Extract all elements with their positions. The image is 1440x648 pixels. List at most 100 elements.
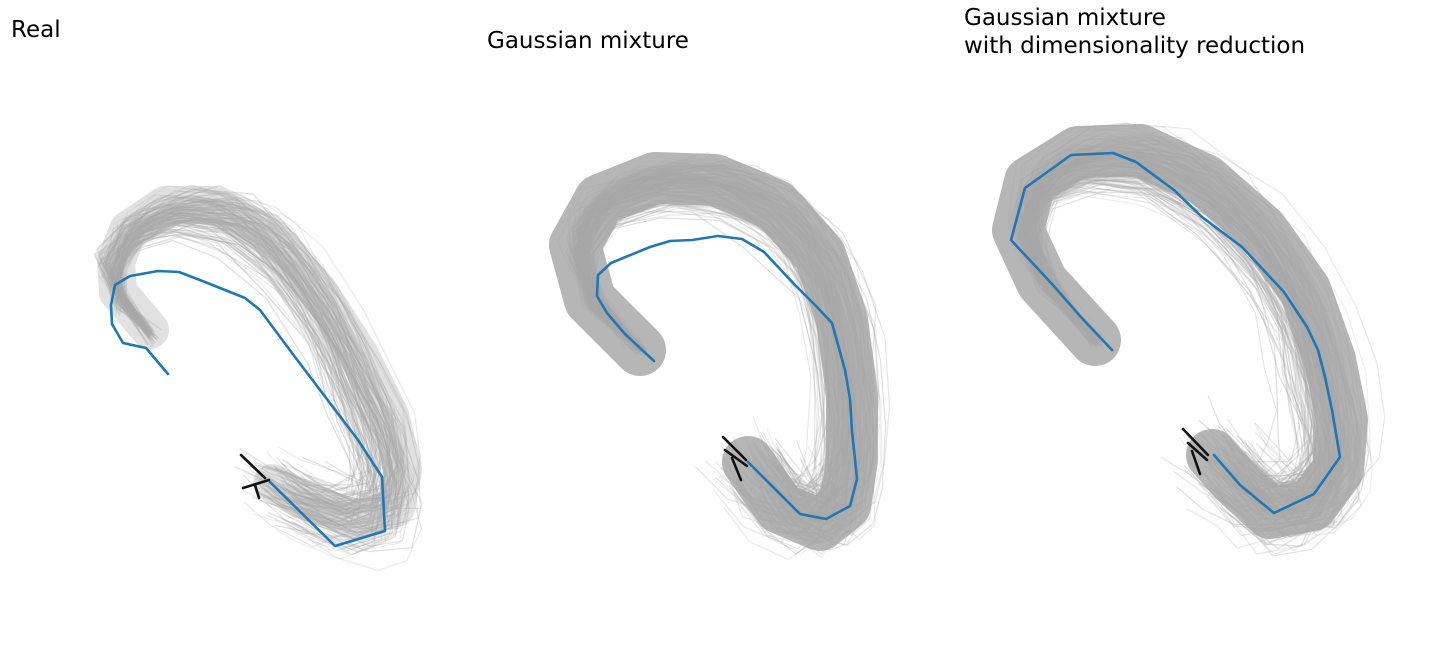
sample-curve [577,175,850,528]
sample-curve [105,208,398,526]
sample-curve [1024,157,1363,526]
sample-curve [573,171,851,543]
sample-curve [584,160,879,528]
sample-curve [578,178,844,503]
sample-curve [115,239,362,523]
sample-curve [572,183,861,524]
sample-curve [589,175,869,544]
sample-curve [94,217,382,542]
sample-curve [579,163,868,511]
sample-curve [1045,135,1386,498]
sample-curve [1029,168,1329,527]
sample-curve [118,228,387,515]
sample-curve [583,200,857,532]
sample-curve [1026,145,1331,488]
sample-curve [577,177,840,498]
sample-curve [567,190,836,491]
sample-curve [112,200,407,514]
sample-curve [576,190,833,491]
sample-curve [115,219,368,529]
sample-curve [572,177,850,535]
sample-curve [581,204,865,525]
sample-curve [117,235,381,541]
sample-curve [1031,148,1346,510]
sample-curve [578,181,829,550]
sample-curve [1020,180,1316,536]
sample-curve [573,184,848,537]
sample-curve [116,208,398,537]
sample-curve [116,196,373,492]
sample-curve [1027,179,1352,526]
sample-curve [591,205,865,529]
sample-curve [115,221,398,550]
sample-curve [107,206,386,527]
sample-curve [581,199,861,555]
sample-curve [1024,137,1346,500]
panel-title: Gaussian mixture with dimensionality red… [964,5,1306,59]
sample-curve [1014,144,1327,496]
sample-curve [588,185,873,510]
end-marker [721,435,749,482]
sample-curve [1035,153,1325,539]
sample-curve [1011,144,1332,513]
sample-curve [1023,152,1334,544]
sample-curve [1040,144,1356,513]
sample-curve [573,183,840,537]
sample-curve [577,168,858,522]
sample-curve [102,211,400,536]
sample-curve [1023,181,1307,493]
sample-curve [115,208,393,508]
sample-curve [1039,172,1331,502]
sample-curve [1025,172,1330,499]
sample-curve [1017,181,1304,526]
sample-curve [1024,167,1342,532]
sample-curve [99,200,390,517]
sample-curve [1026,171,1358,532]
sample-curve [578,173,861,535]
sample-curve [106,221,402,552]
sample-curve [583,187,869,499]
sample-curve [576,181,873,518]
sample-curve [119,213,419,530]
sample-curve [119,220,394,513]
sample-curve [108,189,400,504]
sample-curve [101,208,391,527]
sample-curve [1018,170,1321,521]
sample-curve [109,231,388,531]
sample-curve [110,221,390,507]
marker-stroke [1186,441,1209,462]
sample-curve [583,175,857,508]
sample-curve [118,214,415,530]
sample-curve [94,207,376,530]
sample-curve [105,214,399,530]
sample-curve [1022,165,1341,510]
sample-curve [572,187,836,545]
sample-curve [1024,145,1352,520]
sample-curve [100,218,356,548]
sample-curve [117,225,379,526]
sample-curve [565,168,847,519]
sample-curve [583,175,878,536]
sample-curves [549,151,891,561]
sample-curve [110,199,400,529]
sample-curve [105,216,402,550]
sample-curve [118,223,351,515]
sample-curve [585,182,880,508]
sample-curve [119,220,400,511]
sample-curve [1020,155,1316,483]
sample-curve [584,165,869,504]
sample-curve [1023,148,1327,477]
sample-curve [1024,174,1298,477]
sample-curve [578,186,830,509]
sample-curve [119,212,405,518]
sample-curve [579,173,862,539]
sample-curve [120,215,406,512]
sample-curve [1023,144,1340,502]
sample-curve [1017,141,1330,515]
sample-curve [1007,122,1322,488]
sample-curve [115,222,405,534]
sample-curve [579,182,840,503]
sample-curve [584,209,845,536]
sample-curve [104,220,407,544]
sample-curve [588,173,871,498]
